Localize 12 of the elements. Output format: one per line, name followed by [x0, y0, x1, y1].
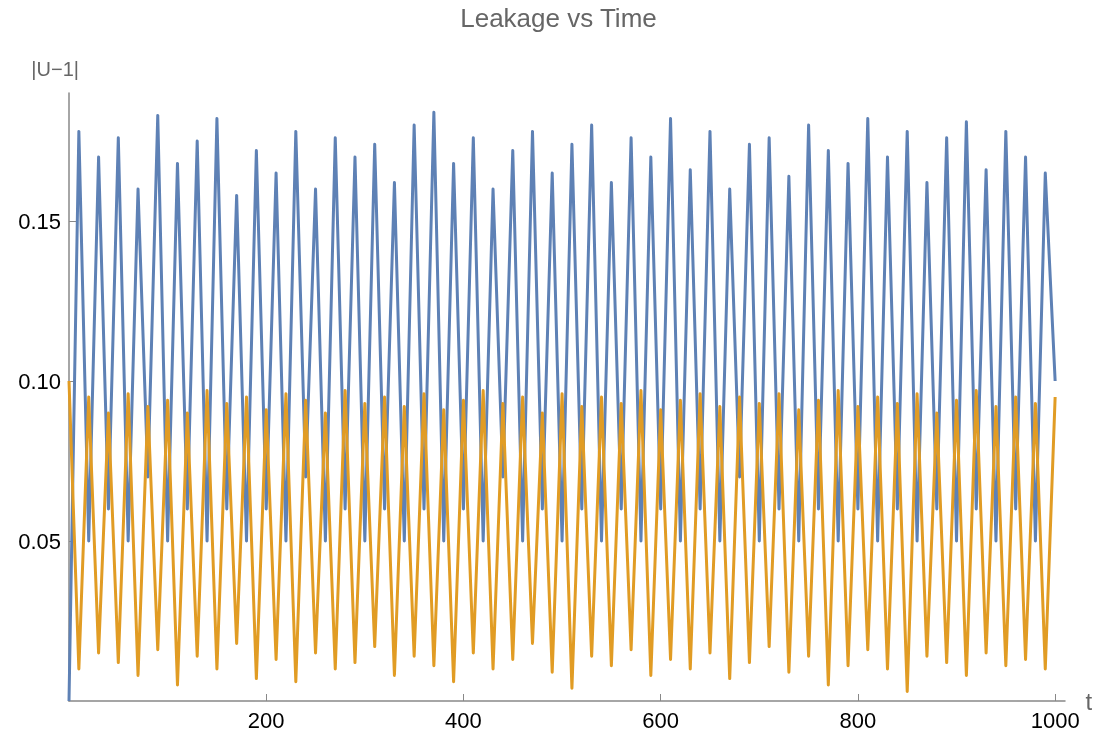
y-tick-label: 0.15: [18, 208, 61, 234]
x-tick-label: 400: [445, 707, 482, 733]
y-tick-label: 0.10: [18, 368, 61, 394]
y-tick-label: 0.05: [18, 528, 61, 554]
x-tick-label: 1000: [1030, 707, 1080, 733]
x-tick-label: 200: [247, 707, 285, 733]
chart-title: Leakage vs Time: [460, 3, 657, 33]
y-axis-title: |U−1|: [31, 58, 79, 80]
x-tick-label: 600: [642, 707, 680, 733]
x-tick-label: 800: [839, 707, 877, 733]
line-series: [67, 379, 1057, 693]
x-axis-title: t: [1085, 687, 1093, 715]
